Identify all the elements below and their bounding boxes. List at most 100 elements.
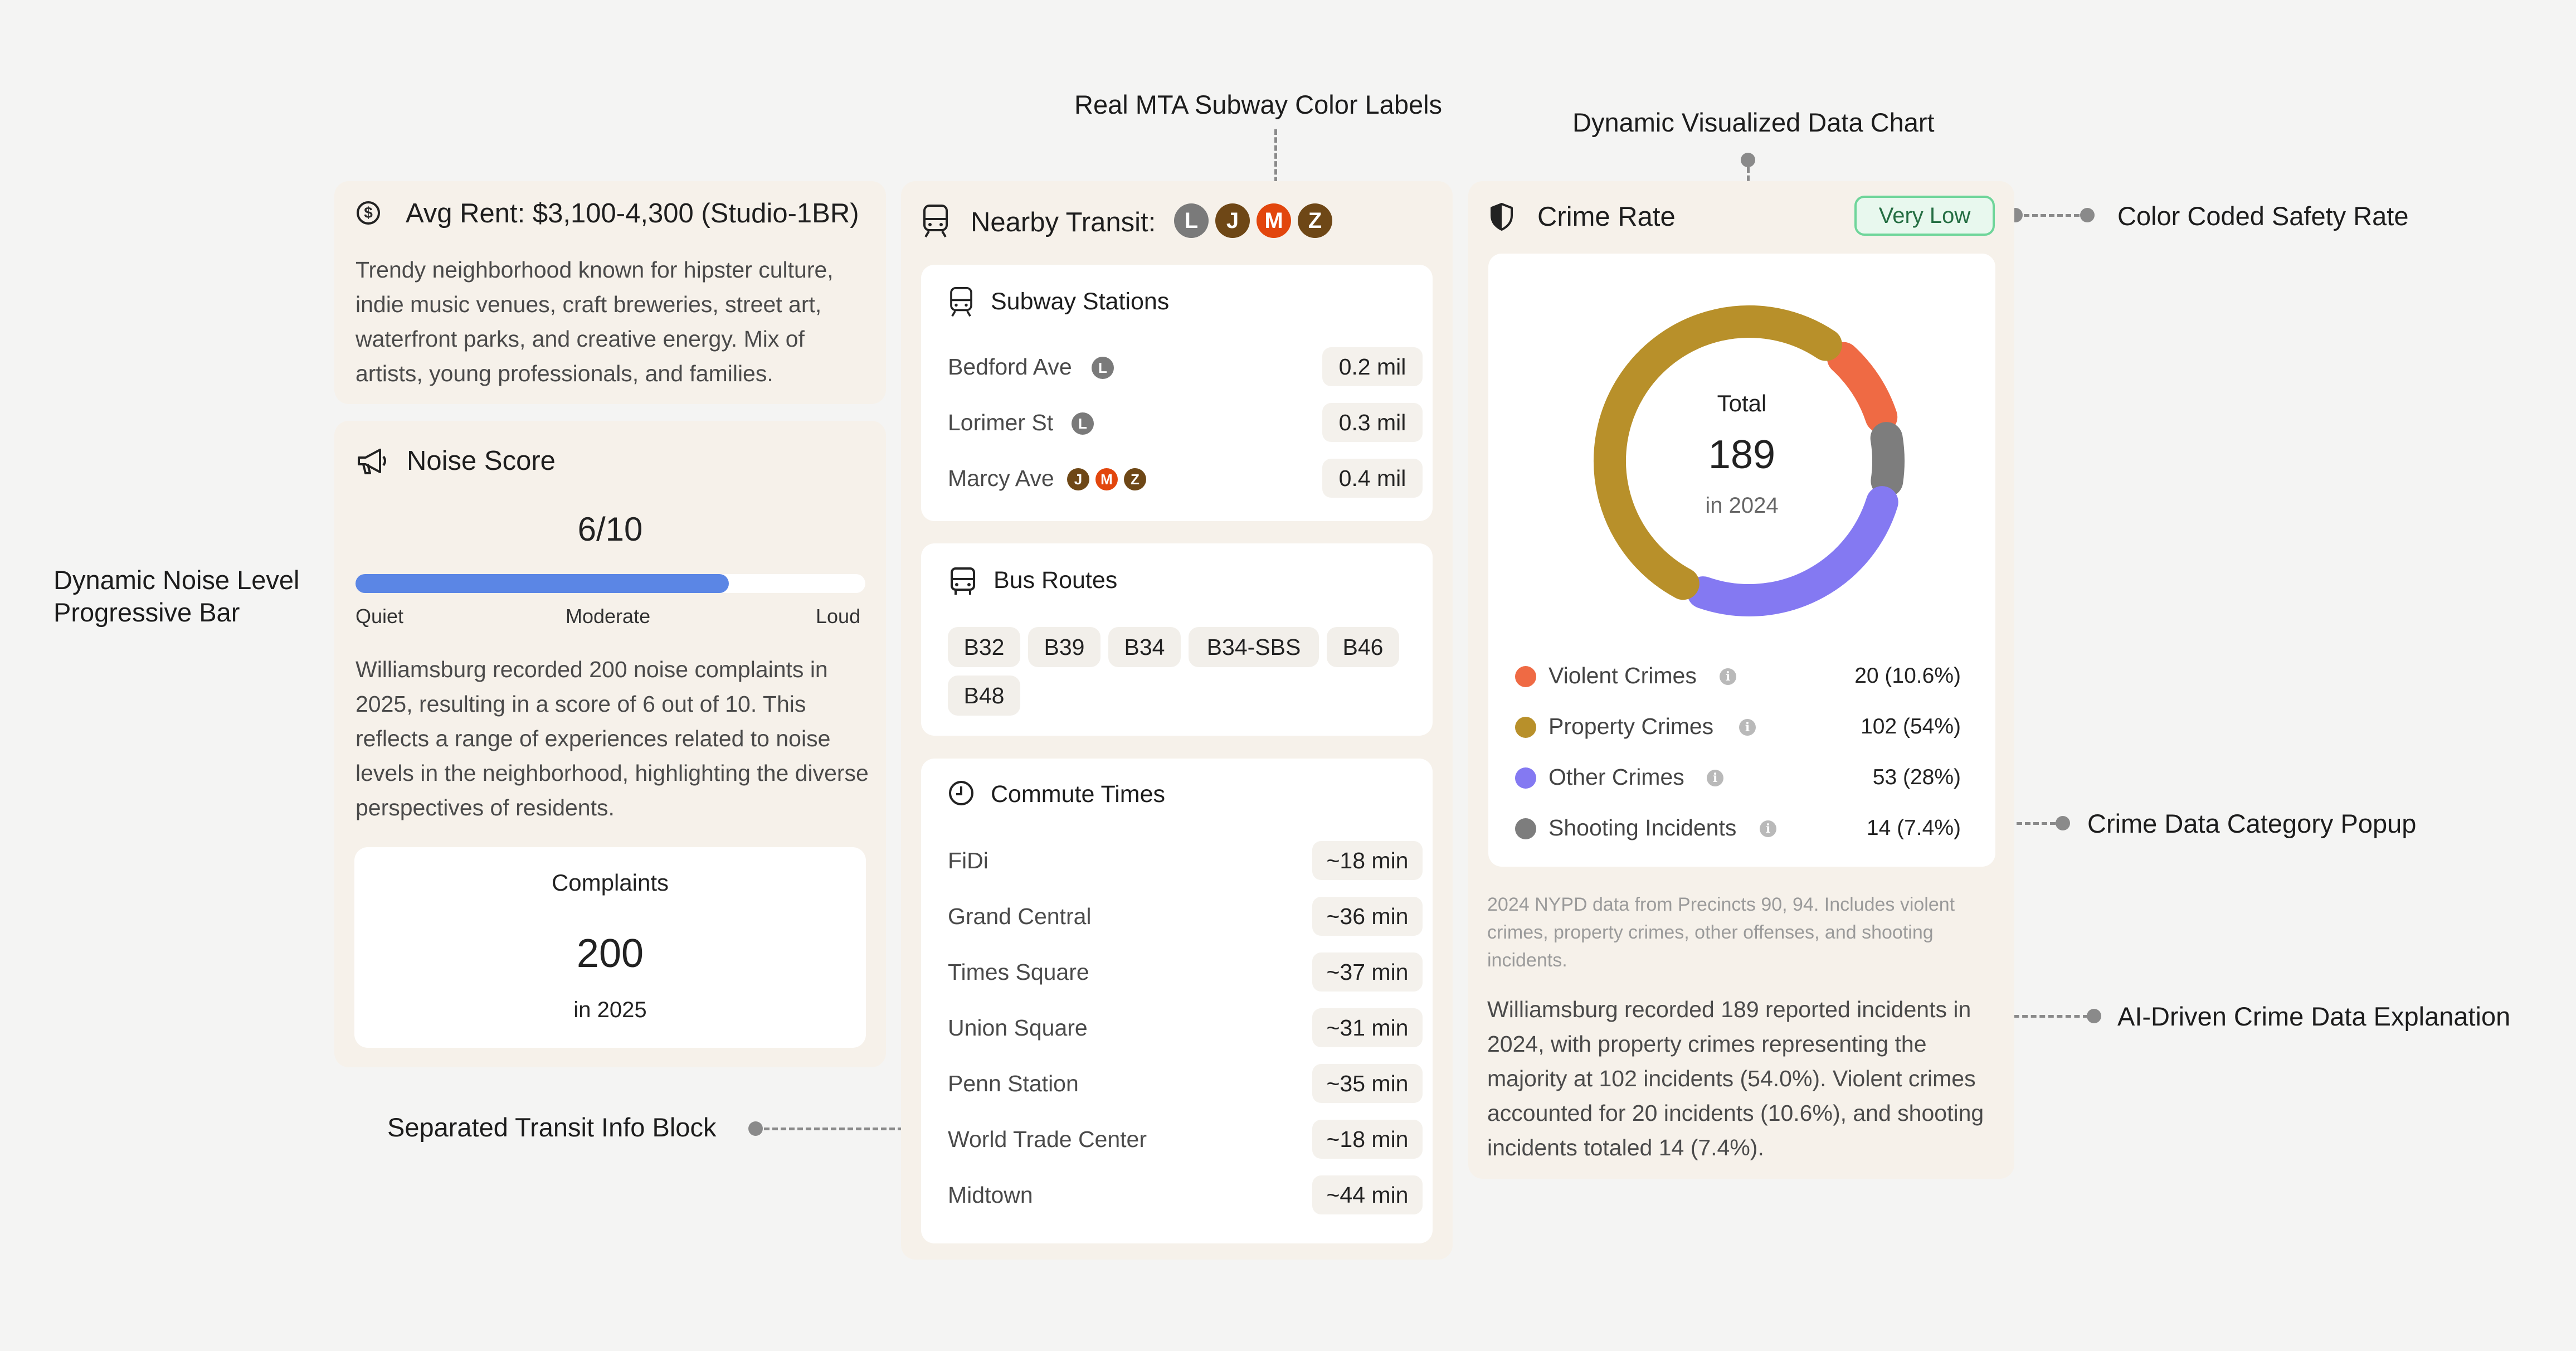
commute-time: ~44 min bbox=[1312, 1175, 1423, 1214]
annotation-safety-connector bbox=[2024, 214, 2080, 217]
bus-icon bbox=[951, 567, 975, 595]
annotation-popup-dot-right bbox=[2056, 816, 2070, 830]
commute-time: ~35 min bbox=[1312, 1064, 1423, 1103]
donut-segment-violent-crimes[interactable] bbox=[1827, 342, 1898, 434]
megaphone-icon bbox=[358, 449, 386, 474]
donut-segment-shooting-incidents[interactable] bbox=[1870, 422, 1905, 497]
bus-route-chip[interactable]: B34-SBS bbox=[1189, 627, 1319, 667]
complaints-label: Complaints bbox=[551, 869, 669, 896]
commute-place: Midtown bbox=[948, 1182, 1033, 1208]
complaints-box: Complaints 200 in 2025 bbox=[354, 847, 866, 1048]
legend-dot-violent bbox=[1515, 666, 1536, 687]
annotation-ai-dot-right bbox=[2087, 1009, 2101, 1023]
annotation-data-chart: Dynamic Visualized Data Chart bbox=[1572, 108, 1935, 137]
info-icon[interactable]: i bbox=[1720, 668, 1736, 685]
info-icon[interactable]: i bbox=[1707, 770, 1723, 786]
annotation-chart-dot-top bbox=[1741, 153, 1755, 167]
crime-card: Crime Rate Very Low Total 189 in 2024 Vi… bbox=[1468, 181, 2014, 1179]
annotation-ai-explanation: AI-Driven Crime Data Explanation bbox=[2117, 1002, 2511, 1031]
complaints-year: in 2025 bbox=[573, 998, 647, 1022]
crime-explanation: Williamsburg recorded 189 reported incid… bbox=[1487, 997, 1984, 1160]
noise-label-quiet: Quiet bbox=[356, 605, 404, 628]
commute-times-box: Commute Times FiDi ~18 min Grand Central… bbox=[921, 759, 1433, 1243]
commute-time: ~18 min bbox=[1312, 1120, 1423, 1159]
chart-total-value: 189 bbox=[1708, 432, 1776, 477]
crime-donut-chart bbox=[1594, 305, 1905, 616]
crime-title: Crime Rate bbox=[1537, 202, 1676, 232]
train-icon bbox=[923, 205, 948, 238]
bus-route-chip[interactable]: B34 bbox=[1108, 627, 1181, 667]
line-badge-m: M bbox=[1257, 203, 1291, 238]
station-name: Bedford Ave bbox=[948, 354, 1072, 380]
subway-title: Subway Stations bbox=[991, 288, 1170, 315]
info-icon[interactable]: i bbox=[1760, 820, 1776, 837]
legend-label: Property Crimes bbox=[1548, 713, 1714, 739]
info-icon[interactable]: i bbox=[1739, 719, 1756, 736]
bus-route-chip[interactable]: B39 bbox=[1028, 627, 1100, 667]
commute-time: ~18 min bbox=[1312, 841, 1423, 880]
bus-route-chip[interactable]: B32 bbox=[948, 627, 1020, 667]
station-distance: 0.4 mil bbox=[1322, 459, 1423, 498]
annotation-noise-bar-line1: Dynamic Noise Level bbox=[53, 565, 300, 595]
subway-icon bbox=[950, 287, 972, 317]
transit-line-badges: L J M Z bbox=[1174, 203, 1332, 238]
bus-title: Bus Routes bbox=[994, 567, 1118, 594]
line-badge-l: L bbox=[1174, 203, 1209, 238]
station-line-badge: M bbox=[1095, 468, 1118, 490]
station-line-badge: L bbox=[1092, 357, 1114, 379]
noise-score: 6/10 bbox=[577, 511, 643, 548]
annotation-transit-dot-left bbox=[748, 1121, 763, 1136]
annotation-mta-labels: Real MTA Subway Color Labels bbox=[1074, 90, 1443, 119]
commute-place: Union Square bbox=[948, 1015, 1088, 1041]
station-line-badge: Z bbox=[1124, 468, 1146, 490]
crime-chart-box: Total 189 in 2024 Violent Crimes i 20 (1… bbox=[1488, 254, 1995, 867]
subway-stations-box: Subway Stations Bedford Ave L 0.2 mil Lo… bbox=[921, 265, 1433, 521]
commute-place: Times Square bbox=[948, 959, 1089, 985]
commute-place: FiDi bbox=[948, 848, 988, 873]
legend-value: 102 (54%) bbox=[1861, 715, 1961, 738]
legend-label: Other Crimes bbox=[1548, 764, 1684, 790]
station-line-badge: L bbox=[1072, 412, 1094, 435]
legend-value: 20 (10.6%) bbox=[1854, 664, 1961, 688]
safety-rating-badge: Very Low bbox=[1854, 196, 1995, 236]
rent-card: $ Avg Rent: $3,100-4,300 (Studio-1BR) Tr… bbox=[334, 181, 886, 404]
annotation-safety-dot-right bbox=[2080, 208, 2095, 222]
transit-title: Nearby Transit: bbox=[971, 207, 1156, 237]
complaints-value: 200 bbox=[576, 931, 644, 976]
donut-segment-other-crimes[interactable] bbox=[1687, 486, 1898, 616]
noise-bar-fill bbox=[356, 574, 729, 593]
commute-time: ~37 min bbox=[1312, 952, 1423, 992]
legend-value: 14 (7.4%) bbox=[1866, 816, 1961, 840]
shield-icon bbox=[1491, 203, 1513, 231]
bus-route-chip[interactable]: B46 bbox=[1327, 627, 1399, 667]
rent-description: Trendy neighborhood known for hipster cu… bbox=[356, 257, 834, 386]
noise-label-moderate: Moderate bbox=[566, 605, 651, 628]
annotation-mta-connector bbox=[1274, 129, 1277, 191]
station-distance: 0.2 mil bbox=[1322, 347, 1423, 386]
annotation-transit-block: Separated Transit Info Block bbox=[387, 1112, 717, 1142]
annotation-transit-connector bbox=[764, 1128, 920, 1130]
noise-bar-track bbox=[356, 574, 865, 593]
station-name: Lorimer St bbox=[948, 410, 1054, 435]
annotation-ai-connector bbox=[2005, 1015, 2088, 1018]
donut-segment-property-crimes[interactable] bbox=[1594, 305, 1842, 600]
legend-value: 53 (28%) bbox=[1872, 765, 1961, 789]
commute-place: World Trade Center bbox=[948, 1126, 1147, 1152]
bus-routes-box: Bus Routes B32 B39 B34 B34-SBS B46 B48 bbox=[921, 543, 1433, 736]
annotation-safety-rate: Color Coded Safety Rate bbox=[2117, 201, 2409, 231]
transit-card: Nearby Transit: L J M Z Subway Stations … bbox=[901, 181, 1453, 1260]
rent-title: Avg Rent: $3,100-4,300 (Studio-1BR) bbox=[406, 198, 859, 229]
crime-source-note: 2024 NYPD data from Precincts 90, 94. In… bbox=[1487, 894, 1955, 971]
legend-label: Shooting Incidents bbox=[1548, 815, 1737, 840]
station-name: Marcy Ave bbox=[948, 465, 1054, 491]
line-badge-j: J bbox=[1215, 203, 1250, 238]
annotation-category-popup: Crime Data Category Popup bbox=[2087, 809, 2417, 838]
station-distance: 0.3 mil bbox=[1322, 403, 1423, 442]
noise-card: Noise Score 6/10 Quiet Moderate Loud Wil… bbox=[334, 421, 886, 1067]
dollar-icon: $ bbox=[357, 201, 380, 225]
noise-description: Williamsburg recorded 200 noise complain… bbox=[356, 657, 869, 820]
annotation-noise-bar-line2: Progressive Bar bbox=[53, 597, 240, 627]
bus-route-chip[interactable]: B48 bbox=[948, 676, 1020, 716]
commute-place: Grand Central bbox=[948, 903, 1092, 929]
station-line-badge: J bbox=[1067, 468, 1089, 490]
